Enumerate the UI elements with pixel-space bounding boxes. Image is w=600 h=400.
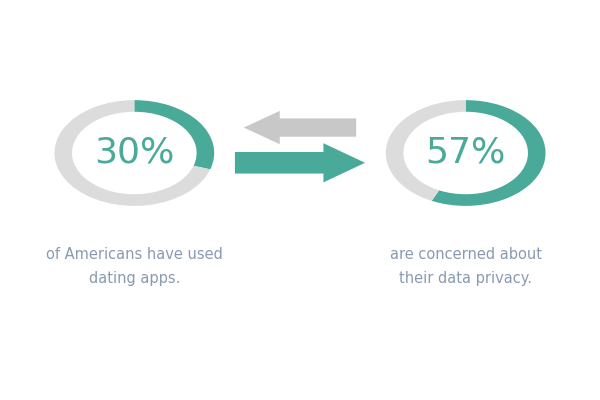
Polygon shape <box>235 143 365 182</box>
Text: 30%: 30% <box>94 136 175 170</box>
Wedge shape <box>386 100 466 201</box>
Text: are concerned about
their data privacy.: are concerned about their data privacy. <box>389 247 542 286</box>
Text: 57%: 57% <box>425 136 506 170</box>
Wedge shape <box>134 100 214 169</box>
Wedge shape <box>431 100 545 206</box>
Polygon shape <box>244 111 356 144</box>
Text: of Americans have used
dating apps.: of Americans have used dating apps. <box>46 247 223 286</box>
Wedge shape <box>55 100 210 206</box>
